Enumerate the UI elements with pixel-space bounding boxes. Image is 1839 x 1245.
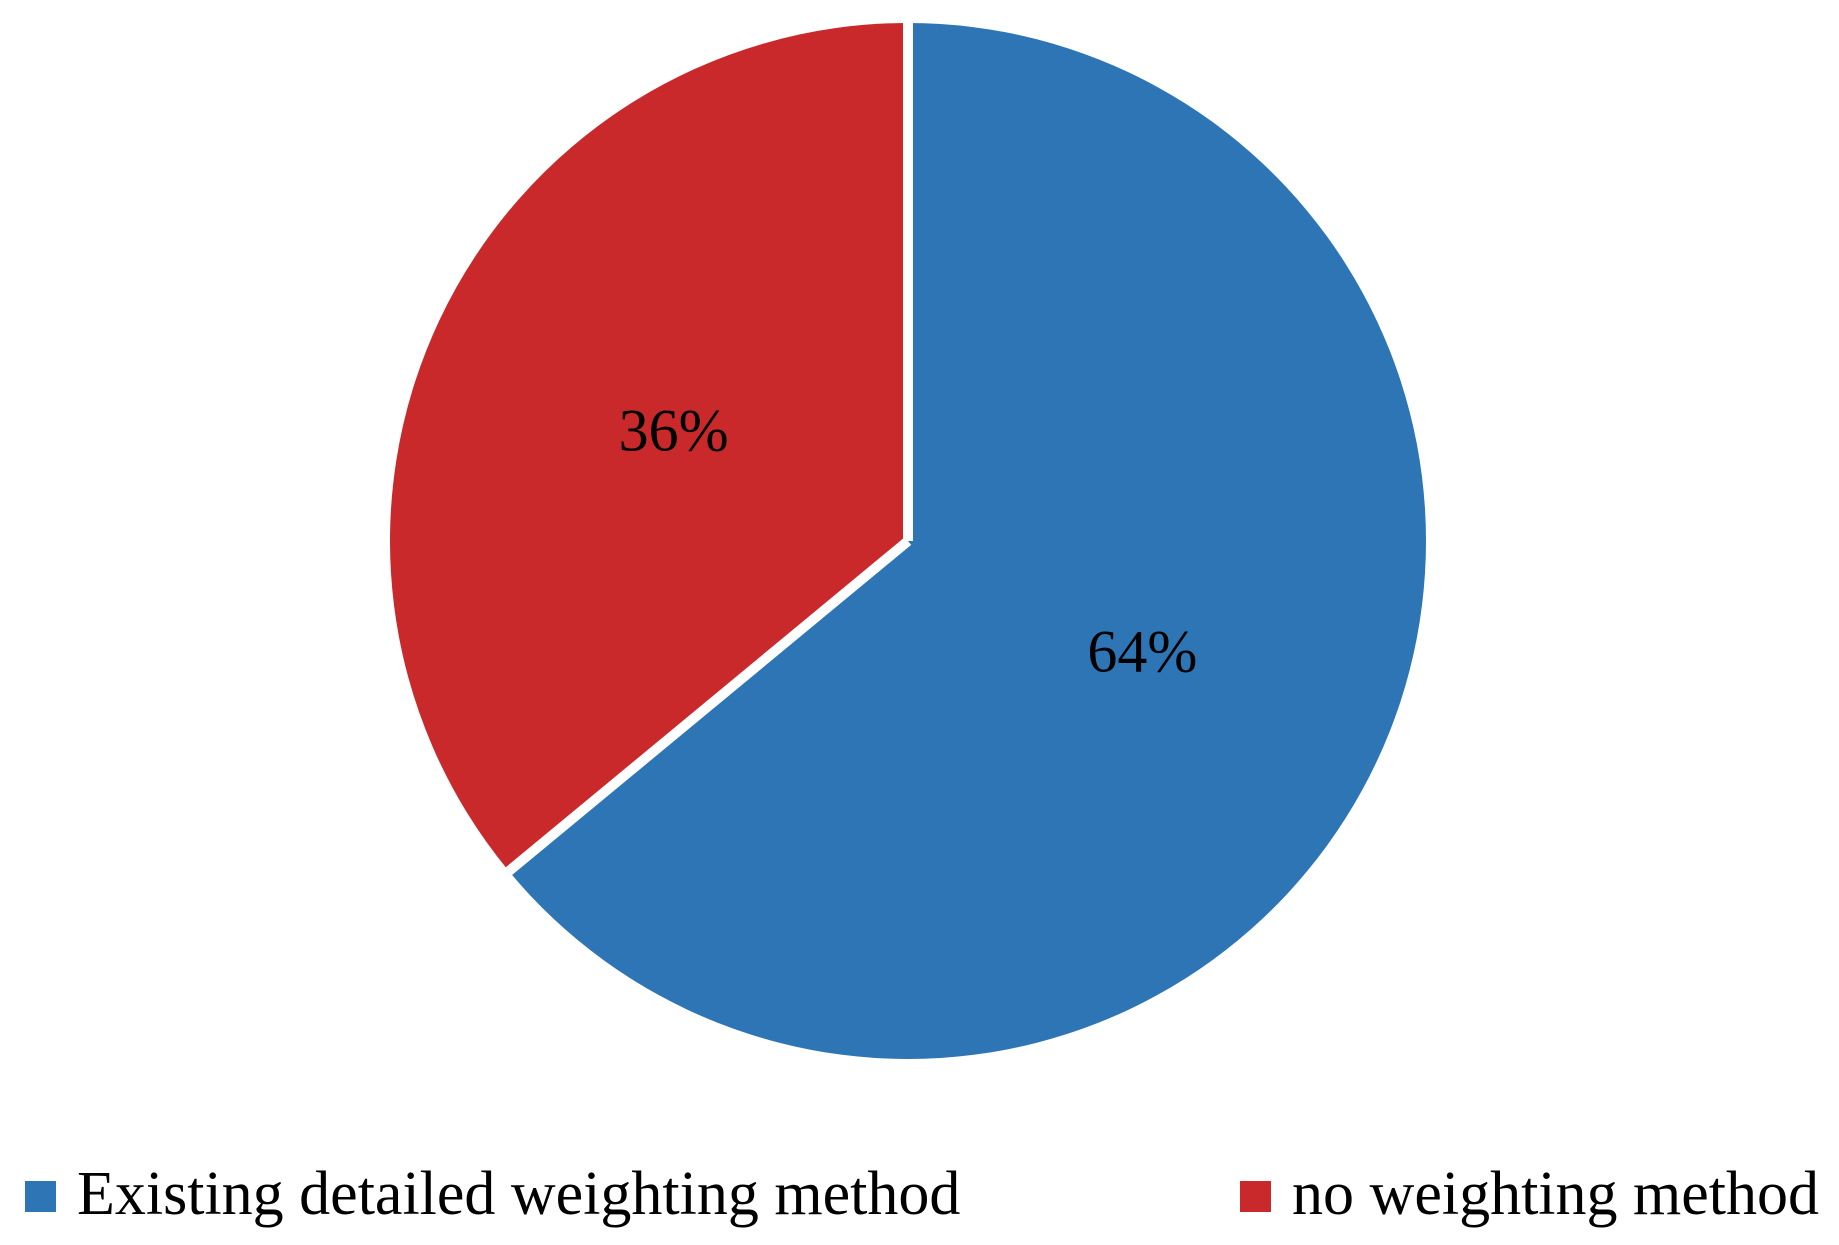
chart-legend: Existing detailed weighting method no we… [25,1156,1819,1232]
legend-label: no weighting method [1292,1160,1819,1228]
legend-item-no-weighting-method: no weighting method [1240,1163,1819,1225]
slice-divider [505,537,912,876]
pie-slice-existing-detailed-weighting-method [508,23,1426,1059]
legend-swatch [25,1180,56,1212]
legend-swatch [1240,1180,1272,1212]
legend-item-existing-detailed-weighting-method: Existing detailed weighting method [25,1163,960,1225]
pie-slice-no-weighting-method [389,23,908,872]
slice-data-label: 64% [1087,618,1197,684]
pie-chart: 64% 36% [389,23,1426,1059]
legend-label: Existing detailed weighting method [77,1160,961,1228]
slice-data-label: 36% [619,398,729,464]
